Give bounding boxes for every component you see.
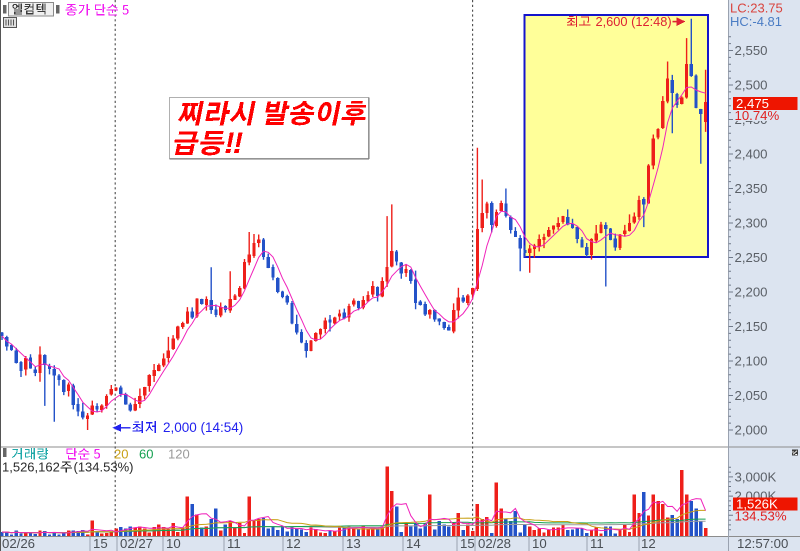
svg-text:HC:-4.81: HC:-4.81 xyxy=(730,14,782,29)
svg-text:14: 14 xyxy=(406,536,421,551)
svg-text:11: 11 xyxy=(227,536,241,551)
svg-text:02/28: 02/28 xyxy=(478,536,511,551)
svg-text:3,000K: 3,000K xyxy=(735,470,777,485)
svg-text:10.74%: 10.74% xyxy=(735,108,780,123)
svg-text:(134.53%): (134.53%) xyxy=(74,460,134,475)
svg-text:2,600 (12:48): 2,600 (12:48) xyxy=(596,14,672,29)
svg-text:2,300: 2,300 xyxy=(735,216,768,231)
svg-text:2,150: 2,150 xyxy=(735,319,768,334)
svg-text:15: 15 xyxy=(460,536,475,551)
svg-text:02/26: 02/26 xyxy=(2,536,35,551)
svg-text:15: 15 xyxy=(93,536,108,551)
svg-text:LC:23.75: LC:23.75 xyxy=(730,1,783,16)
svg-text:2,250: 2,250 xyxy=(735,250,768,265)
svg-text:10: 10 xyxy=(532,536,547,551)
svg-text:02/27: 02/27 xyxy=(120,536,153,551)
svg-text:134.53%: 134.53% xyxy=(735,508,787,523)
svg-text:13: 13 xyxy=(346,536,361,551)
svg-text:12:57:00: 12:57:00 xyxy=(737,536,788,551)
svg-text:2,000: 2,000 xyxy=(735,423,768,438)
svg-text:2,475: 2,475 xyxy=(736,96,769,111)
svg-text:60: 60 xyxy=(139,447,153,462)
svg-text:2,400: 2,400 xyxy=(735,147,768,162)
svg-text:2,350: 2,350 xyxy=(735,181,768,196)
svg-text:1,526,162: 1,526,162 xyxy=(2,460,60,475)
svg-text:1,526K: 1,526K xyxy=(736,496,778,511)
svg-text:2,100: 2,100 xyxy=(735,354,768,369)
svg-text:12: 12 xyxy=(286,536,301,551)
svg-text:2,550: 2,550 xyxy=(735,43,768,58)
svg-text:11: 11 xyxy=(590,536,604,551)
svg-text:20: 20 xyxy=(114,447,128,462)
svg-text:2,500: 2,500 xyxy=(735,78,768,93)
svg-text:120: 120 xyxy=(168,447,190,462)
svg-text:2,200: 2,200 xyxy=(735,285,768,300)
svg-text:10: 10 xyxy=(166,536,181,551)
svg-text:2,000 (14:54): 2,000 (14:54) xyxy=(163,420,243,435)
svg-text:2,050: 2,050 xyxy=(735,388,768,403)
svg-text:12: 12 xyxy=(641,536,656,551)
